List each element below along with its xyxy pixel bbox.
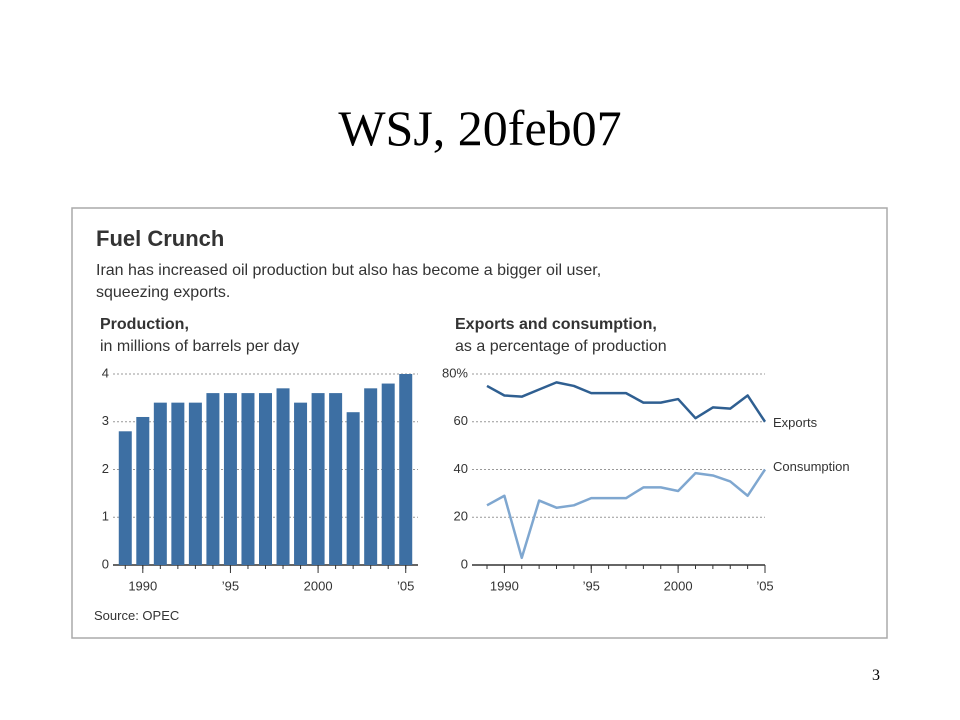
slide-title: WSJ, 20feb07 — [338, 100, 621, 156]
bar — [399, 374, 413, 565]
y-tick-label: 0 — [102, 556, 109, 571]
legend-label: Consumption — [773, 459, 850, 474]
figure-title: Fuel Crunch — [96, 226, 224, 251]
bar — [294, 402, 308, 565]
bar — [223, 393, 237, 565]
bar — [346, 412, 360, 565]
x-tick-label: ’05 — [756, 578, 773, 593]
x-tick-label: 2000 — [664, 578, 693, 593]
x-tick-label: 2000 — [304, 578, 333, 593]
x-tick-label: ’95 — [583, 578, 600, 593]
bar — [259, 393, 272, 565]
source: Source: OPEC — [94, 608, 179, 623]
y-tick-label: 1 — [102, 509, 109, 524]
bar — [153, 402, 167, 565]
x-tick-label: 1990 — [490, 578, 519, 593]
page-number: 3 — [872, 667, 880, 684]
chart-subtitle: as a percentage of production — [455, 338, 667, 355]
line-series — [486, 468, 767, 560]
y-tick-label: 4 — [102, 365, 109, 380]
bar — [241, 393, 255, 565]
bar — [206, 393, 220, 565]
bar — [171, 402, 185, 565]
y-tick-label: 40 — [454, 461, 468, 476]
figure-subtitle: squeezing exports. — [96, 284, 230, 301]
chart-title: Production, — [100, 316, 189, 333]
legend-label: Exports — [773, 415, 818, 430]
chart-title: Exports and consumption, — [455, 316, 657, 333]
x-tick-label: ’05 — [397, 578, 414, 593]
bar — [136, 416, 150, 565]
y-tick-label: 60 — [454, 413, 468, 428]
bar — [276, 388, 290, 565]
figure-subtitle: Iran has increased oil production but al… — [96, 262, 601, 279]
y-tick-label: 20 — [454, 509, 468, 524]
x-tick-label: ’95 — [222, 578, 239, 593]
bar — [311, 393, 325, 565]
line-series — [486, 381, 767, 423]
bar — [329, 393, 343, 565]
y-tick-label: 2 — [102, 461, 109, 476]
bar — [364, 388, 378, 565]
y-tick-label: 80% — [442, 365, 468, 380]
y-tick-label: 3 — [102, 413, 109, 428]
chart-subtitle: in millions of barrels per day — [100, 338, 299, 355]
x-tick-label: 1990 — [128, 578, 157, 593]
bar — [188, 402, 202, 565]
y-tick-label: 0 — [461, 556, 468, 571]
bar — [118, 431, 132, 565]
bar — [381, 383, 395, 565]
